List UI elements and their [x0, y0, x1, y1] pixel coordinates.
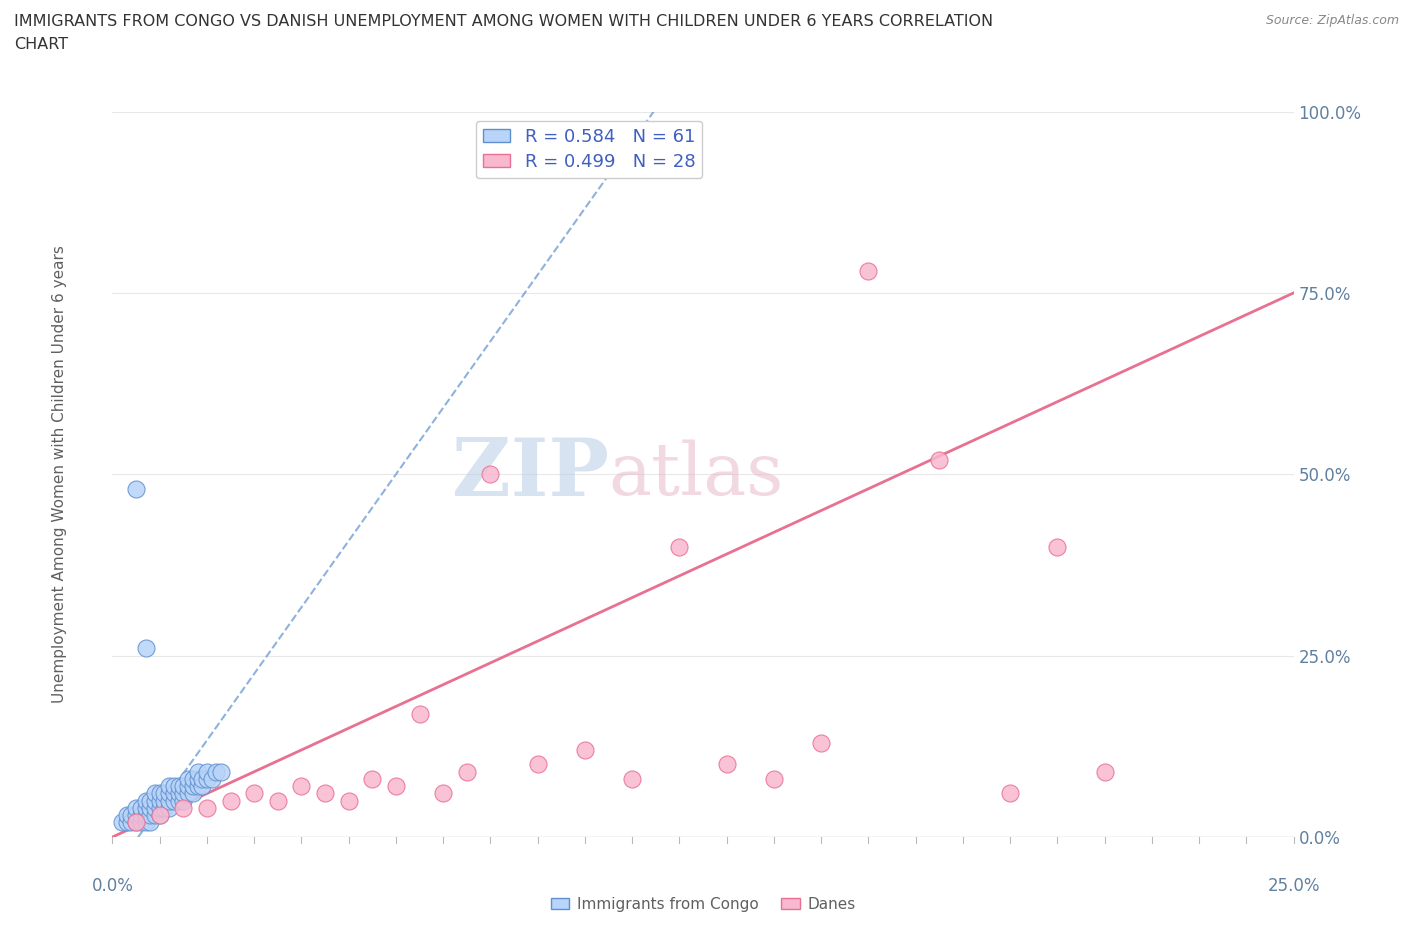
- Point: [181, 772, 204, 787]
- Point: [998, 786, 1021, 801]
- Point: [163, 793, 186, 808]
- Point: [177, 772, 200, 787]
- Point: [195, 772, 218, 787]
- Point: [1094, 764, 1116, 779]
- Point: [195, 764, 218, 779]
- Point: [479, 467, 502, 482]
- Point: [195, 801, 218, 816]
- Point: [135, 801, 157, 816]
- Point: [290, 778, 312, 793]
- Point: [385, 778, 408, 793]
- Legend: R = 0.584   N = 61, R = 0.499   N = 28: R = 0.584 N = 61, R = 0.499 N = 28: [475, 121, 703, 179]
- Point: [928, 452, 950, 467]
- Point: [143, 808, 166, 823]
- Point: [125, 815, 148, 830]
- Point: [167, 786, 190, 801]
- Point: [153, 793, 176, 808]
- Point: [149, 786, 172, 801]
- Point: [456, 764, 478, 779]
- Point: [621, 772, 644, 787]
- Point: [129, 815, 152, 830]
- Point: [181, 778, 204, 793]
- Point: [111, 815, 134, 830]
- Point: [172, 801, 194, 816]
- Point: [167, 778, 190, 793]
- Point: [858, 264, 880, 279]
- Point: [143, 801, 166, 816]
- Point: [191, 778, 214, 793]
- Point: [125, 482, 148, 497]
- Point: [143, 786, 166, 801]
- Point: [267, 793, 290, 808]
- Text: 25.0%: 25.0%: [1267, 877, 1320, 895]
- Point: [120, 808, 142, 823]
- Point: [143, 793, 166, 808]
- Point: [149, 793, 172, 808]
- Point: [408, 706, 430, 721]
- Point: [115, 815, 138, 830]
- Point: [186, 778, 208, 793]
- Point: [139, 793, 162, 808]
- Point: [149, 808, 172, 823]
- Point: [163, 786, 186, 801]
- Point: [716, 757, 738, 772]
- Point: [129, 808, 152, 823]
- Point: [139, 808, 162, 823]
- Point: [209, 764, 232, 779]
- Point: [432, 786, 454, 801]
- Point: [219, 793, 242, 808]
- Point: [186, 764, 208, 779]
- Point: [191, 772, 214, 787]
- Point: [139, 801, 162, 816]
- Point: [668, 539, 690, 554]
- Point: [120, 815, 142, 830]
- Text: 0.0%: 0.0%: [91, 877, 134, 895]
- Point: [135, 641, 157, 656]
- Point: [201, 772, 224, 787]
- Point: [149, 801, 172, 816]
- Point: [205, 764, 228, 779]
- Point: [186, 772, 208, 787]
- Point: [125, 815, 148, 830]
- Point: [125, 808, 148, 823]
- Point: [135, 808, 157, 823]
- Point: [163, 778, 186, 793]
- Text: CHART: CHART: [14, 37, 67, 52]
- Point: [149, 808, 172, 823]
- Text: ZIP: ZIP: [451, 435, 609, 513]
- Point: [125, 801, 148, 816]
- Point: [177, 778, 200, 793]
- Point: [172, 778, 194, 793]
- Text: atlas: atlas: [609, 439, 785, 510]
- Point: [574, 742, 596, 757]
- Point: [157, 801, 180, 816]
- Point: [181, 786, 204, 801]
- Legend: Immigrants from Congo, Danes: Immigrants from Congo, Danes: [544, 891, 862, 918]
- Point: [177, 786, 200, 801]
- Point: [361, 772, 384, 787]
- Point: [167, 793, 190, 808]
- Point: [153, 786, 176, 801]
- Text: Unemployment Among Women with Children Under 6 years: Unemployment Among Women with Children U…: [52, 246, 67, 703]
- Point: [1046, 539, 1069, 554]
- Point: [762, 772, 785, 787]
- Point: [157, 786, 180, 801]
- Point: [135, 815, 157, 830]
- Point: [172, 793, 194, 808]
- Text: Source: ZipAtlas.com: Source: ZipAtlas.com: [1265, 14, 1399, 27]
- Point: [172, 786, 194, 801]
- Point: [129, 801, 152, 816]
- Point: [243, 786, 266, 801]
- Point: [135, 793, 157, 808]
- Point: [153, 801, 176, 816]
- Point: [157, 778, 180, 793]
- Point: [139, 815, 162, 830]
- Point: [115, 808, 138, 823]
- Point: [526, 757, 548, 772]
- Point: [314, 786, 336, 801]
- Point: [337, 793, 360, 808]
- Point: [157, 793, 180, 808]
- Point: [810, 736, 832, 751]
- Text: IMMIGRANTS FROM CONGO VS DANISH UNEMPLOYMENT AMONG WOMEN WITH CHILDREN UNDER 6 Y: IMMIGRANTS FROM CONGO VS DANISH UNEMPLOY…: [14, 14, 993, 29]
